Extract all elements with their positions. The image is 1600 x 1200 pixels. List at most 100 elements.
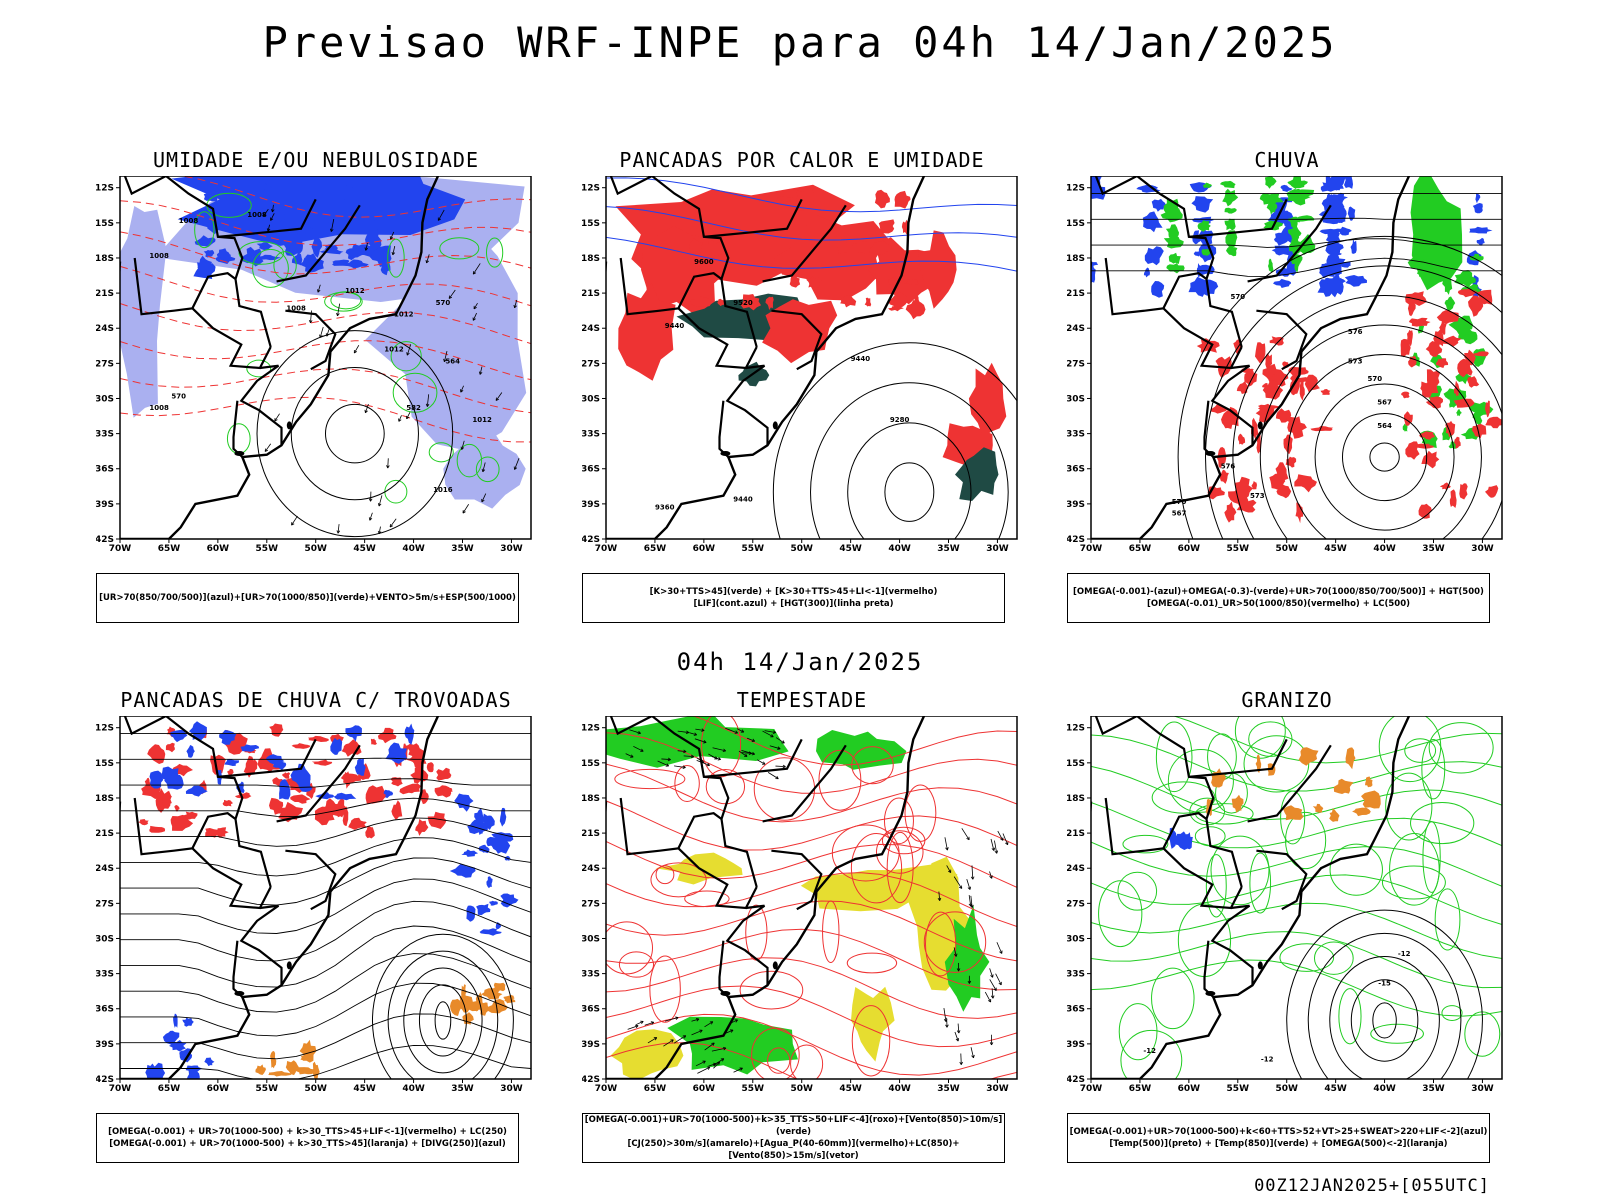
panel-legend: [OMEGA(-0.001)-(azul)+OMEGA(-0.3)-(verde… <box>1067 573 1490 623</box>
country-border <box>1247 744 1332 823</box>
y-tick-label: 36S <box>96 465 114 475</box>
temp850-contour <box>1249 852 1272 914</box>
x-tick-label: 70W <box>109 1084 132 1094</box>
contour-label: 9440 <box>665 322 685 330</box>
field-speck <box>1344 275 1367 287</box>
field-speck <box>1222 188 1239 207</box>
wind-vector <box>317 284 321 293</box>
field-speck <box>255 1064 266 1075</box>
vector-head <box>967 886 972 890</box>
contour-label: 1012 <box>394 311 414 319</box>
temp850-contour <box>1091 841 1502 887</box>
field-speck <box>1433 329 1444 349</box>
panel-title: TEMPESTADE <box>736 688 868 712</box>
streamline <box>387 950 499 1079</box>
field-speck <box>1405 441 1420 460</box>
y-tick-label: 24S <box>96 864 114 874</box>
field-speck <box>486 836 498 848</box>
x-tick-label: 35W <box>451 1084 474 1094</box>
field-speck <box>1443 388 1467 402</box>
map-layer: -12 -15 -12 -12 <box>1091 716 1502 1079</box>
country-border <box>703 738 803 778</box>
wind-vector <box>426 254 430 264</box>
field-speck <box>340 773 362 784</box>
y-tick-label: 18S <box>96 794 114 804</box>
vector-head <box>971 1054 975 1059</box>
field-speck <box>227 769 234 776</box>
y-tick-label: 21S <box>1067 829 1085 839</box>
contour-label: 570 <box>436 299 451 307</box>
field-speck <box>775 196 793 202</box>
temp500-contour <box>1372 1002 1397 1039</box>
wind-vector <box>657 760 669 767</box>
x-tick-label: 30W <box>986 544 1009 554</box>
field-speck <box>268 1071 293 1077</box>
vector-head <box>377 503 382 507</box>
field-speck <box>1407 301 1416 317</box>
streamline <box>120 817 531 847</box>
wind-vector <box>970 1047 974 1058</box>
field-speck <box>1091 181 1106 200</box>
vector-head <box>443 358 447 363</box>
streamline <box>120 953 531 1013</box>
humidity-field <box>120 206 167 418</box>
field-speck <box>415 818 429 836</box>
vector-head <box>266 228 271 232</box>
y-tick-label: 39S <box>582 500 600 510</box>
field-speck <box>455 995 475 1013</box>
contour-label: -12 <box>1398 950 1411 958</box>
vector-head <box>748 751 752 755</box>
field-speck <box>369 482 387 490</box>
field-speck <box>223 176 239 192</box>
temp850-contour <box>1279 943 1335 972</box>
temp850-contour <box>1098 880 1143 948</box>
field-speck <box>295 472 302 492</box>
panel-legend: [OMEGA(-0.001) + UR>70(1000-500) + k>30_… <box>96 1113 519 1163</box>
field-speck <box>137 819 149 826</box>
country-border <box>1256 309 1308 371</box>
wind-vector <box>704 1042 715 1051</box>
vector-head <box>425 403 430 407</box>
wind-vector <box>514 299 518 308</box>
field-speck <box>486 876 493 889</box>
wind-vector <box>389 518 397 528</box>
field-speck <box>1458 328 1478 345</box>
temp850-contour <box>1155 721 1193 793</box>
vector-head <box>722 748 727 753</box>
y-tick-label: 15S <box>582 759 600 769</box>
humidity-contour <box>194 211 215 249</box>
contour-label: 576 <box>1221 463 1236 471</box>
wind-vector <box>957 1023 960 1034</box>
water-contour <box>886 831 914 904</box>
field-speck <box>279 779 291 800</box>
field-speck <box>149 770 164 789</box>
temp850-contour <box>1210 835 1270 906</box>
field-speck <box>1269 336 1284 346</box>
legend-line: [OMEGA(-0.001)-(azul)+OMEGA(-0.3)-(verde… <box>1073 587 1484 597</box>
wind-vector <box>691 1029 703 1036</box>
field-speck <box>157 211 176 218</box>
contour-label: 570 <box>1367 375 1382 383</box>
field-speck <box>203 250 215 258</box>
field-speck <box>276 446 292 467</box>
wind-vector <box>378 526 381 534</box>
country-border <box>285 849 337 911</box>
vector-head <box>956 968 961 972</box>
temp850-contour <box>1091 802 1502 849</box>
field-speck <box>406 743 425 759</box>
temp850-contour <box>1434 888 1461 951</box>
field-speck <box>1201 249 1212 256</box>
field-speck <box>1259 193 1284 205</box>
coastline <box>120 176 440 539</box>
field-speck <box>1298 747 1319 766</box>
country-border <box>217 738 317 778</box>
wind-vector <box>762 730 774 738</box>
wind-vector <box>330 219 335 232</box>
streamline <box>120 982 531 1037</box>
y-tick-label: 12S <box>96 724 114 734</box>
field-speck <box>499 807 507 827</box>
wind-vector <box>274 413 280 422</box>
wind-vector <box>291 515 298 526</box>
field-speck <box>216 248 231 261</box>
